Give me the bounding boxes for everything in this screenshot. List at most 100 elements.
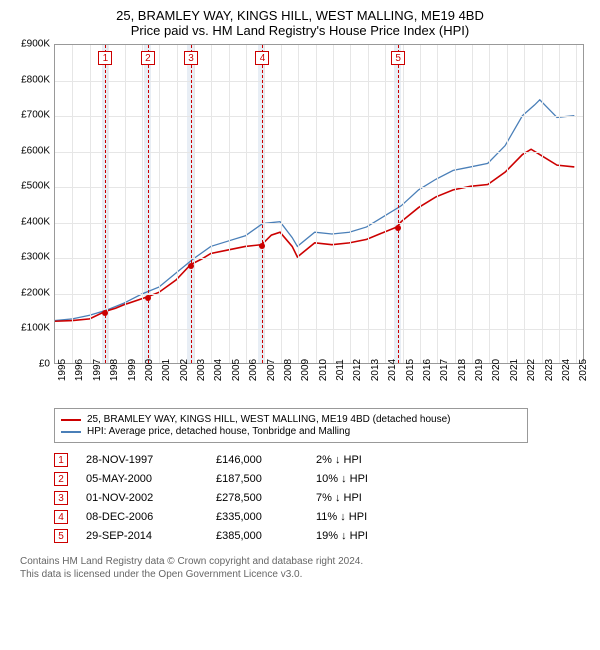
x-tick-label: 1999 (127, 359, 138, 381)
transaction-diff: 10% ↓ HPI (316, 473, 396, 485)
transaction-date: 05-MAY-2000 (86, 473, 216, 485)
legend-label: 25, BRAMLEY WAY, KINGS HILL, WEST MALLIN… (87, 414, 451, 425)
x-tick-label: 2020 (491, 359, 502, 381)
gridline-horizontal (55, 187, 583, 188)
gridline-vertical (229, 45, 230, 363)
gridline-horizontal (55, 116, 583, 117)
gridline-vertical (72, 45, 73, 363)
y-tick-label: £0 (39, 359, 50, 370)
x-tick-label: 2010 (318, 359, 329, 381)
x-tick-label: 2012 (352, 359, 363, 381)
transaction-price: £187,500 (216, 473, 316, 485)
transaction-marker: 2 (54, 472, 68, 486)
transaction-diff: 7% ↓ HPI (316, 492, 396, 504)
x-tick-label: 1998 (109, 359, 120, 381)
x-tick-label: 2004 (213, 359, 224, 381)
gridline-vertical (542, 45, 543, 363)
y-tick-label: £600K (21, 145, 50, 156)
marker-number-box: 3 (184, 51, 198, 65)
transaction-price: £385,000 (216, 530, 316, 542)
gridline-vertical (368, 45, 369, 363)
plot-area: 12345 (54, 44, 584, 364)
y-tick-label: £400K (21, 216, 50, 227)
transaction-marker: 4 (54, 510, 68, 524)
gridline-vertical (177, 45, 178, 363)
transaction-date: 28-NOV-1997 (86, 454, 216, 466)
y-tick-label: £100K (21, 323, 50, 334)
x-tick-label: 2000 (144, 359, 155, 381)
legend-label: HPI: Average price, detached house, Tonb… (87, 426, 350, 437)
x-tick-label: 2025 (578, 359, 589, 381)
gridline-vertical (437, 45, 438, 363)
y-tick-label: £200K (21, 287, 50, 298)
x-tick-label: 2016 (422, 359, 433, 381)
y-tick-label: £900K (21, 39, 50, 50)
gridline-horizontal (55, 152, 583, 153)
x-tick-label: 2003 (196, 359, 207, 381)
marker-dashed-line (262, 45, 263, 363)
y-tick-label: £800K (21, 74, 50, 85)
marker-dot (259, 243, 265, 249)
gridline-vertical (298, 45, 299, 363)
marker-number-box: 4 (255, 51, 269, 65)
transaction-diff: 19% ↓ HPI (316, 530, 396, 542)
legend-swatch (61, 419, 81, 421)
x-tick-label: 1996 (74, 359, 85, 381)
y-tick-label: £500K (21, 181, 50, 192)
gridline-vertical (403, 45, 404, 363)
transaction-price: £335,000 (216, 511, 316, 523)
gridline-horizontal (55, 258, 583, 259)
marker-dot (102, 310, 108, 316)
title-address: 25, BRAMLEY WAY, KINGS HILL, WEST MALLIN… (10, 8, 590, 23)
x-tick-label: 2015 (405, 359, 416, 381)
gridline-vertical (455, 45, 456, 363)
transaction-row: 128-NOV-1997£146,0002% ↓ HPI (54, 453, 528, 467)
x-tick-label: 2018 (457, 359, 468, 381)
gridline-vertical (194, 45, 195, 363)
y-axis: £0£100K£200K£300K£400K£500K£600K£700K£80… (10, 44, 54, 364)
marker-number-box: 2 (141, 51, 155, 65)
x-tick-label: 2009 (300, 359, 311, 381)
gridline-vertical (507, 45, 508, 363)
x-tick-label: 2007 (266, 359, 277, 381)
x-tick-label: 2011 (335, 359, 346, 381)
transaction-price: £146,000 (216, 454, 316, 466)
gridline-vertical (142, 45, 143, 363)
transaction-row: 2 05-MAY-2000£187,50010% ↓ HPI (54, 472, 528, 486)
line-series-svg (55, 45, 583, 363)
gridline-vertical (420, 45, 421, 363)
gridline-vertical (333, 45, 334, 363)
y-tick-label: £700K (21, 110, 50, 121)
x-tick-label: 2001 (161, 359, 172, 381)
gridline-vertical (576, 45, 577, 363)
gridline-horizontal (55, 223, 583, 224)
transaction-row: 408-DEC-2006£335,00011% ↓ HPI (54, 510, 528, 524)
gridline-vertical (159, 45, 160, 363)
transaction-diff: 11% ↓ HPI (316, 511, 396, 523)
gridline-horizontal (55, 294, 583, 295)
gridline-vertical (90, 45, 91, 363)
marker-dot (188, 263, 194, 269)
gridline-vertical (385, 45, 386, 363)
footer-line2: This data is licensed under the Open Gov… (20, 568, 590, 581)
marker-number-box: 5 (391, 51, 405, 65)
gridline-vertical (264, 45, 265, 363)
x-tick-label: 2013 (370, 359, 381, 381)
transaction-date: 01-NOV-2002 (86, 492, 216, 504)
x-tick-label: 2024 (561, 359, 572, 381)
gridline-vertical (489, 45, 490, 363)
legend-item: HPI: Average price, detached house, Tonb… (61, 426, 521, 437)
title-subtitle: Price paid vs. HM Land Registry's House … (10, 23, 590, 38)
x-tick-label: 2017 (439, 359, 450, 381)
gridline-vertical (246, 45, 247, 363)
gridline-vertical (125, 45, 126, 363)
x-tick-label: 2023 (544, 359, 555, 381)
footer-attribution: Contains HM Land Registry data © Crown c… (20, 555, 590, 581)
x-axis: 1995199619971998199920002001200220032004… (54, 366, 584, 404)
gridline-vertical (524, 45, 525, 363)
marker-dashed-line (398, 45, 399, 363)
marker-dashed-line (191, 45, 192, 363)
gridline-vertical (211, 45, 212, 363)
transaction-row: 529-SEP-2014£385,00019% ↓ HPI (54, 529, 528, 543)
x-tick-label: 2019 (474, 359, 485, 381)
